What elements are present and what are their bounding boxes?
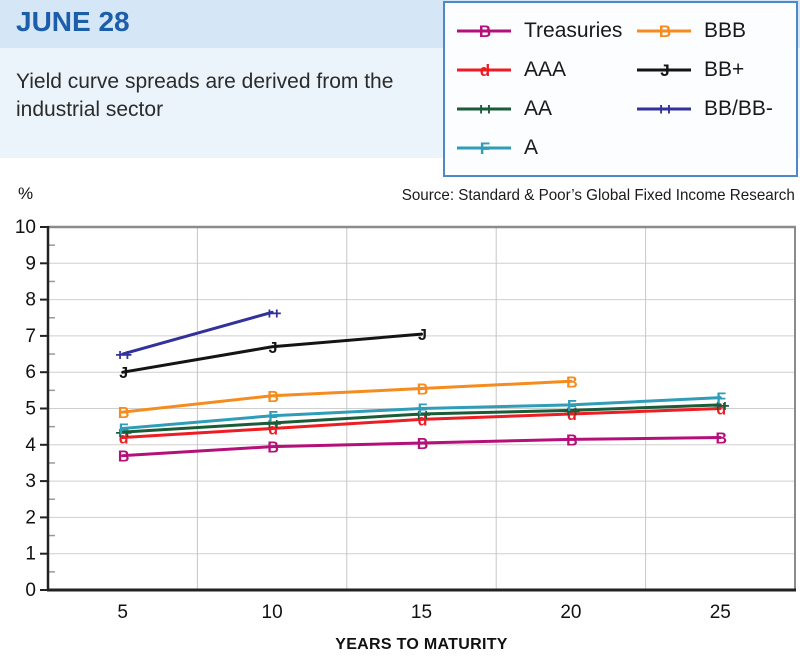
- series-marker-icon: J: [119, 365, 127, 382]
- legend-item-label: Treasuries: [524, 18, 623, 42]
- series-marker-icon: d: [418, 412, 427, 429]
- source-credit: Source: Standard & Poor’s Global Fixed I…: [401, 187, 795, 204]
- x-tick-label: 15: [411, 602, 432, 623]
- series-marker-icon: ++: [564, 403, 580, 420]
- series-marker-icon: ++: [637, 100, 691, 119]
- series-marker-icon: d: [457, 61, 511, 80]
- series-line: [121, 379, 573, 414]
- x-tick-label: 20: [560, 602, 581, 623]
- y-tick-label: 1: [25, 544, 36, 565]
- legend-grid: B Treasuries d AAA ++ AA F A B BBB J BB+ ++ BB/BB-: [445, 3, 796, 175]
- chart-subtitle: Yield curve spreads are derived from the…: [16, 70, 394, 121]
- series-marker-icon: B: [267, 389, 278, 406]
- svg-text:J: J: [660, 61, 669, 80]
- series-marker-icon: d: [716, 402, 725, 419]
- y-tick-label: 9: [25, 253, 36, 274]
- svg-text:++: ++: [476, 100, 494, 119]
- y-tick-label: 5: [25, 399, 36, 420]
- series-marker-icon: B: [566, 432, 577, 449]
- series-marker-icon: J: [637, 61, 691, 80]
- series-marker-icon: J: [418, 327, 426, 344]
- y-axis-unit-label: %: [18, 184, 34, 203]
- series-marker-icon: ++: [713, 398, 729, 415]
- legend-item-label: BBB: [704, 18, 747, 42]
- series-marker-icon: B: [566, 374, 577, 391]
- series-marker-icon: B: [267, 440, 278, 457]
- x-tick-label: 25: [710, 602, 731, 623]
- legend-item: B BBB: [637, 19, 792, 43]
- series-marker-icon: d: [119, 431, 128, 448]
- series-line: [121, 407, 722, 440]
- series-line: [121, 396, 722, 430]
- series-line: [121, 310, 274, 356]
- x-tick-label: 10: [262, 602, 283, 623]
- svg-text:++: ++: [656, 100, 674, 119]
- y-tick-label: 4: [25, 435, 36, 456]
- series-line: [121, 332, 423, 374]
- legend-item-label: AAA: [524, 57, 567, 81]
- series-marker-icon: ++: [115, 347, 131, 364]
- y-tick-label: 7: [25, 326, 36, 347]
- y-tick-label: 6: [25, 362, 36, 383]
- series-line: [121, 403, 722, 434]
- series-marker-icon: F: [457, 139, 511, 158]
- series-marker-icon: ++: [457, 100, 511, 119]
- series-marker-icon: B: [637, 22, 691, 41]
- series-marker-icon: B: [716, 431, 727, 448]
- y-tick-label: 3: [25, 471, 36, 492]
- legend-item: B Treasuries: [457, 19, 637, 43]
- legend-item: ++ BB/BB-: [637, 97, 792, 121]
- legend-item: ++ AA: [457, 97, 637, 121]
- legend-box: B Treasuries d AAA ++ AA F A B BBB J BB+ ++ BB/BB-: [443, 1, 798, 177]
- series-marker-icon: ++: [414, 407, 430, 424]
- series-marker-icon: J: [269, 340, 277, 357]
- series-marker-icon: B: [118, 405, 129, 422]
- legend-item-label: BB/BB-: [704, 96, 773, 120]
- legend-item: J BB+: [637, 58, 792, 82]
- y-tick-label: 8: [25, 290, 36, 311]
- y-tick-label: 0: [25, 580, 36, 601]
- series-marker-icon: B: [417, 382, 428, 399]
- x-tick-label: 5: [117, 602, 128, 623]
- y-tick-label: 2: [25, 507, 36, 528]
- series-marker-icon: B: [457, 22, 511, 41]
- page-title: JUNE 28: [16, 6, 130, 37]
- series-marker-icon: B: [118, 449, 129, 466]
- series-marker-icon: d: [567, 407, 576, 424]
- series-marker-icon: B: [417, 436, 428, 453]
- series-marker-icon: ++: [265, 416, 281, 433]
- legend-item-label: A: [524, 135, 539, 159]
- legend-item: d AAA: [457, 58, 637, 82]
- x-axis-title: YEARS TO MATURITY: [335, 636, 508, 653]
- series-marker-icon: ++: [265, 305, 281, 322]
- series-marker-icon: d: [268, 421, 277, 438]
- series-line: [121, 436, 722, 458]
- y-tick-label: 10: [15, 217, 36, 238]
- legend-item-label: BB+: [704, 57, 745, 81]
- legend-item-label: AA: [524, 96, 553, 120]
